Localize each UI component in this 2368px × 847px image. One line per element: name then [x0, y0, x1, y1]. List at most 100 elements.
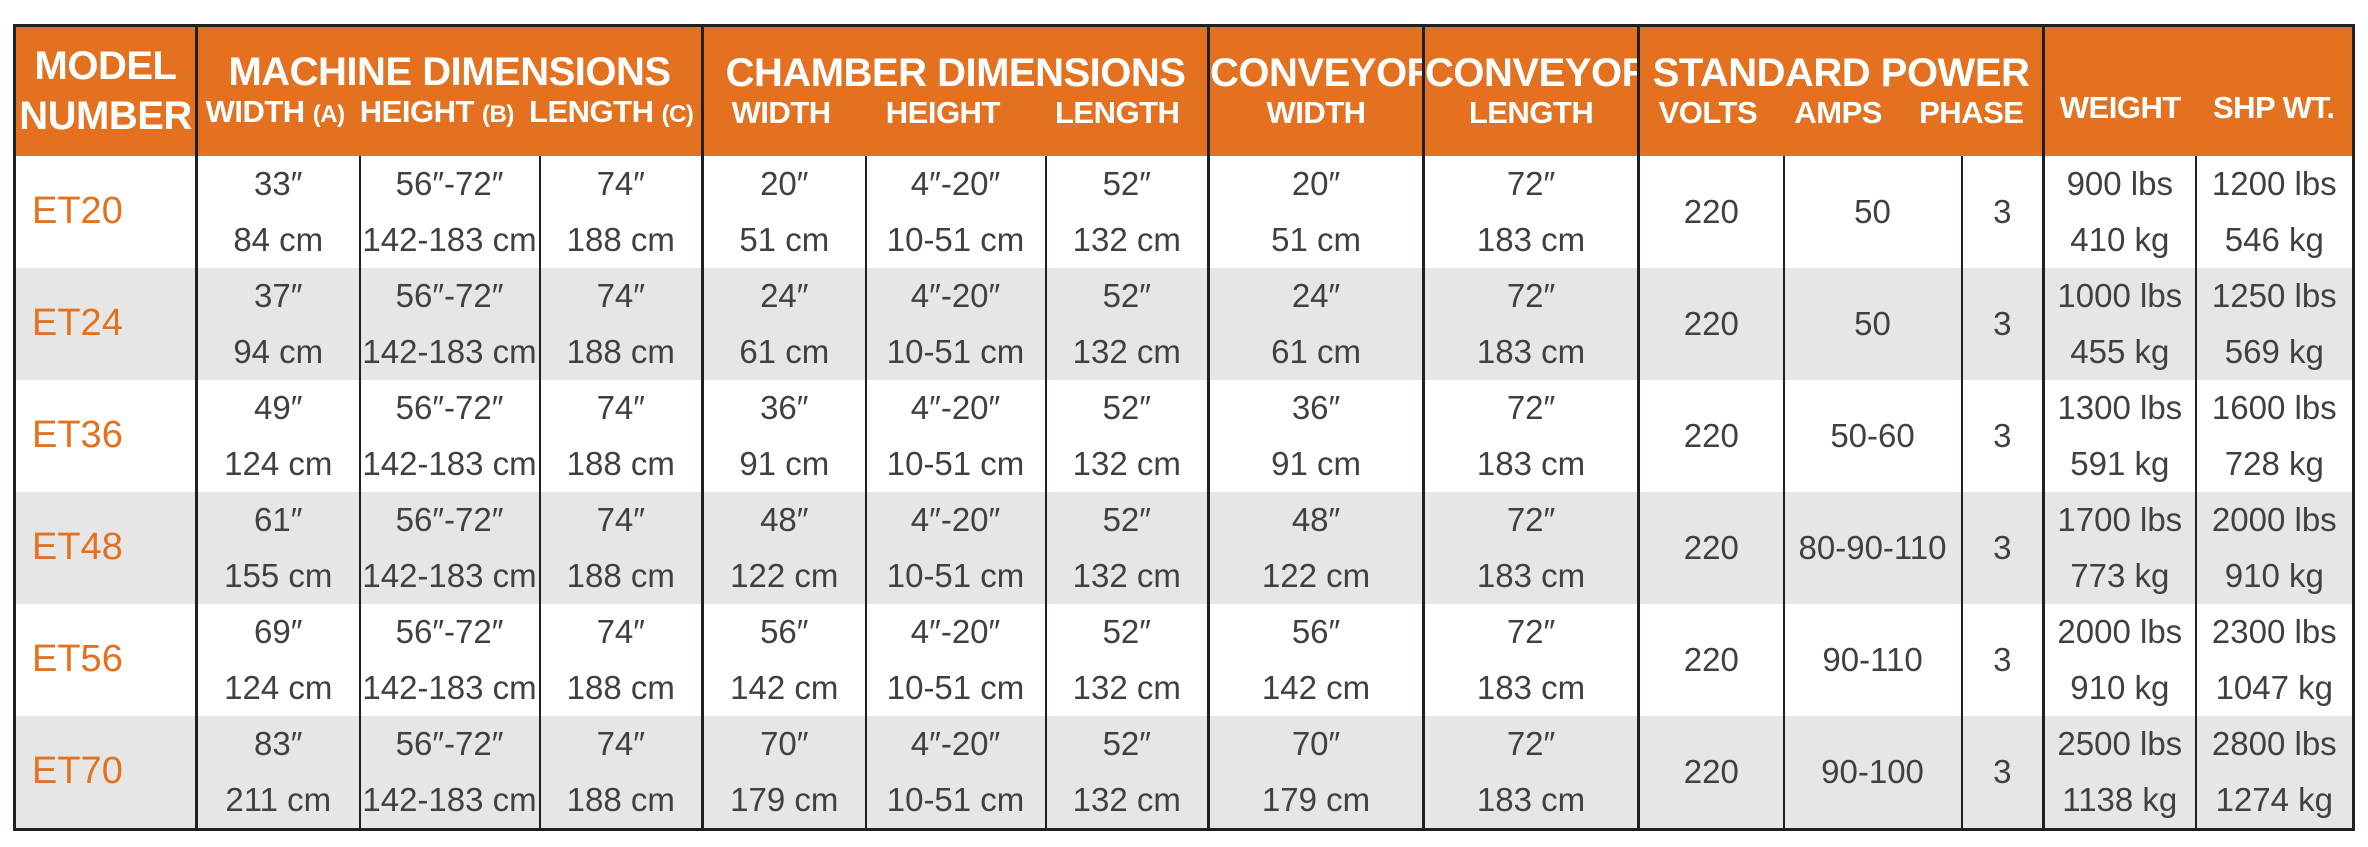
metric-value: 132 cm: [1072, 668, 1181, 706]
imperial-value: 83″: [254, 724, 303, 762]
imperial-value: 2000 lbs: [2057, 612, 2183, 650]
machine-length-cell: 74″ 188 cm: [538, 491, 703, 604]
imperial-value: 70″: [760, 724, 809, 762]
machine-height-cell: 56″-72″ 142-183 cm: [358, 155, 540, 268]
shipping-weight-cell: 2800 lbs 1274 kg: [2194, 715, 2354, 829]
weight-cell: 1000 lbs 455 kg: [2042, 267, 2196, 380]
chamber-length-cell: 52″ 132 cm: [1044, 603, 1209, 716]
volts-header: VOLTS: [1658, 95, 1758, 131]
imperial-value: 36″: [1291, 388, 1341, 426]
weight-cell: 1300 lbs 591 kg: [2042, 379, 2196, 492]
imperial-value: 56″-72″: [395, 500, 504, 538]
imperial-value: 72″: [1506, 276, 1556, 314]
metric-value: 188 cm: [566, 556, 675, 594]
machine-dimensions-header: MACHINE DIMENSIONS WIDTH (A) HEIGHT (B) …: [194, 25, 703, 156]
metric-value: 773 kg: [2070, 556, 2170, 594]
weight-cell: 2500 lbs 1138 kg: [2042, 715, 2196, 829]
metric-value: 183 cm: [1476, 556, 1586, 594]
metric-value: 183 cm: [1476, 444, 1586, 482]
conveyor-width-title: CONVEYOR: [1210, 51, 1424, 96]
spec-table-body: ET20 33″ 84 cm 56″-72″ 142-183 cm 74″ 188 cm 20…: [14, 155, 2354, 829]
imperial-value: 1000 lbs: [2057, 276, 2183, 314]
machine-length-cell: 74″ 188 cm: [538, 715, 703, 829]
metric-value: 142-183 cm: [362, 556, 537, 594]
weight-cell: 1700 lbs 773 kg: [2042, 491, 2196, 604]
imperial-value: 2300 lbs: [2211, 612, 2337, 650]
metric-value: 142-183 cm: [362, 220, 537, 258]
phase-cell: 3: [1960, 379, 2044, 492]
imperial-value: 56″: [1291, 612, 1341, 650]
machine-width-cell: 33″ 84 cm: [195, 155, 360, 268]
volts-cell: 220: [1637, 267, 1784, 380]
imperial-value: 74″: [596, 612, 645, 650]
machine-height-cell: 56″-72″ 142-183 cm: [358, 379, 540, 492]
volts-cell: 220: [1637, 603, 1784, 716]
table-row: ET24 37″ 94 cm 56″-72″ 142-183 cm 74″ 188 cm 24…: [14, 267, 2354, 380]
metric-value: 188 cm: [566, 444, 675, 482]
metric-value: 142 cm: [1261, 668, 1371, 706]
metric-value: 546 kg: [2224, 220, 2324, 258]
imperial-value: 36″: [760, 388, 809, 426]
metric-value: 51 cm: [1271, 220, 1361, 258]
chamber-length-cell: 52″ 132 cm: [1044, 715, 1209, 829]
shipping-weight-cell: 1200 lbs 546 kg: [2194, 155, 2354, 268]
imperial-value: 2800 lbs: [2211, 724, 2337, 762]
metric-value: 1047 kg: [2215, 668, 2334, 706]
volts-cell: 220: [1637, 155, 1784, 268]
imperial-value: 20″: [1291, 164, 1341, 202]
metric-value: 142-183 cm: [362, 444, 537, 482]
machine-width-cell: 69″ 124 cm: [195, 603, 360, 716]
chamber-length-header: LENGTH: [1055, 95, 1180, 131]
machine-height-header: HEIGHT (B): [359, 93, 515, 129]
chamber-height-cell: 4″-20″ 10-51 cm: [864, 379, 1046, 492]
model-number-cell: ET36: [14, 379, 197, 492]
metric-value: 132 cm: [1072, 444, 1181, 482]
metric-value: 591 kg: [2070, 444, 2170, 482]
metric-value: 10-51 cm: [886, 668, 1025, 706]
conveyor-length-sub: LENGTH: [1468, 95, 1594, 131]
chamber-length-cell: 52″ 132 cm: [1044, 379, 1209, 492]
model-header-line-2: NUMBER: [19, 94, 192, 139]
conveyor-width-cell: 56″ 142 cm: [1207, 603, 1424, 716]
metric-value: 142 cm: [730, 668, 839, 706]
chamber-height-cell: 4″-20″ 10-51 cm: [864, 603, 1046, 716]
phase-cell: 3: [1960, 267, 2044, 380]
metric-value: 179 cm: [1261, 780, 1371, 818]
imperial-value: 61″: [254, 500, 303, 538]
metric-value: 91 cm: [739, 444, 830, 482]
model-number-header: MODEL NUMBER: [14, 25, 197, 156]
chamber-height-cell: 4″-20″ 10-51 cm: [864, 491, 1046, 604]
imperial-value: 4″-20″: [910, 612, 1001, 650]
chamber-length-cell: 52″ 132 cm: [1044, 491, 1209, 604]
metric-value: 132 cm: [1072, 780, 1181, 818]
imperial-value: 69″: [254, 612, 303, 650]
imperial-value: 56″-72″: [395, 388, 504, 426]
metric-value: 122 cm: [730, 556, 839, 594]
imperial-value: 20″: [760, 164, 809, 202]
imperial-value: 74″: [596, 276, 645, 314]
imperial-value: 56″-72″: [395, 612, 504, 650]
conveyor-width-sub: WIDTH: [1266, 95, 1366, 131]
amps-cell: 90-110: [1782, 603, 1962, 716]
imperial-value: 74″: [596, 724, 645, 762]
metric-value: 455 kg: [2070, 332, 2170, 370]
metric-value: 142-183 cm: [362, 780, 537, 818]
metric-value: 10-51 cm: [886, 444, 1025, 482]
phase-cell: 3: [1960, 491, 2044, 604]
conveyor-width-cell: 24″ 61 cm: [1207, 267, 1424, 380]
imperial-value: 1250 lbs: [2211, 276, 2337, 314]
chamber-dimensions-title: CHAMBER DIMENSIONS: [725, 51, 1186, 96]
header-row: MODEL NUMBER MACHINE DIMENSIONS WIDTH (A…: [14, 25, 2354, 156]
amps-cell: 80-90-110: [1782, 491, 1962, 604]
phase-cell: 3: [1960, 603, 2044, 716]
metric-value: 1138 kg: [2062, 780, 2178, 818]
metric-value: 188 cm: [566, 332, 675, 370]
imperial-value: 72″: [1506, 500, 1556, 538]
machine-length-cell: 74″ 188 cm: [538, 603, 703, 716]
chamber-width-cell: 36″ 91 cm: [701, 379, 866, 492]
model-number-cell: ET48: [14, 491, 197, 604]
imperial-value: 56″-72″: [395, 724, 504, 762]
imperial-value: 1600 lbs: [2211, 388, 2337, 426]
metric-value: 410 kg: [2070, 220, 2170, 258]
phase-header: PHASE: [1919, 95, 2024, 131]
